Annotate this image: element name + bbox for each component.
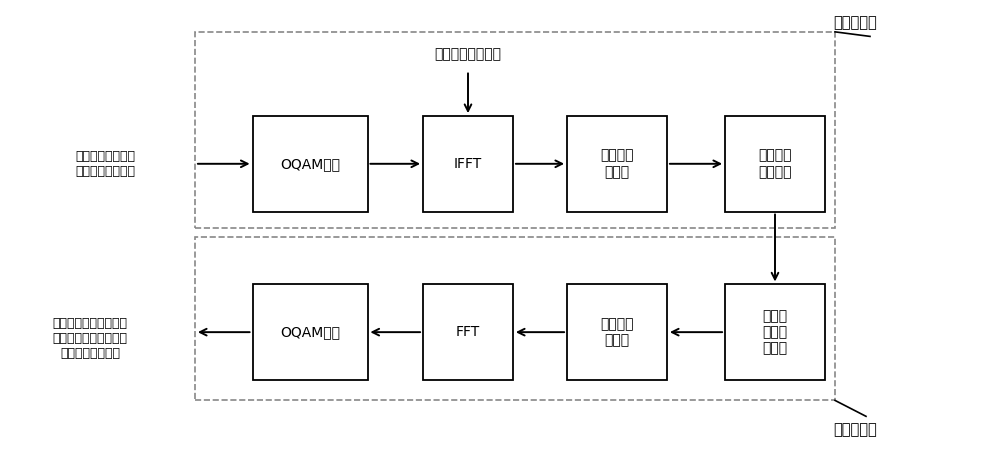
Text: 原型滤波
器滤波: 原型滤波 器滤波 xyxy=(600,317,634,347)
Bar xyxy=(725,284,825,380)
Text: 乘以相位干扰因子: 乘以相位干扰因子 xyxy=(434,48,502,61)
Bar xyxy=(252,116,368,212)
Bar xyxy=(195,237,835,400)
Text: IFFT: IFFT xyxy=(454,157,482,171)
Text: 交替输出与原始信号实
部或虚部相近的恢复信
号的实部或者虚部: 交替输出与原始信号实 部或虚部相近的恢复信 号的实部或者虚部 xyxy=(52,318,128,360)
Text: 每个原始信号的实
部和虚部交替输入: 每个原始信号的实 部和虚部交替输入 xyxy=(75,150,135,178)
Text: 数据发送端: 数据发送端 xyxy=(833,15,877,30)
Text: 同步获
取待处
理信号: 同步获 取待处 理信号 xyxy=(762,309,788,355)
Bar xyxy=(252,284,368,380)
Bar xyxy=(567,116,667,212)
Text: OQAM解调: OQAM解调 xyxy=(280,325,340,339)
Bar xyxy=(567,284,667,380)
Text: FFT: FFT xyxy=(456,325,480,339)
Text: 数据接收端: 数据接收端 xyxy=(833,423,877,437)
Bar xyxy=(423,284,513,380)
Bar xyxy=(725,116,825,212)
Text: OQAM调制: OQAM调制 xyxy=(280,157,340,171)
Text: 叠加输出
基带信号: 叠加输出 基带信号 xyxy=(758,149,792,179)
Bar xyxy=(423,116,513,212)
Bar xyxy=(195,32,835,228)
Text: 原型滤波
器滤波: 原型滤波 器滤波 xyxy=(600,149,634,179)
